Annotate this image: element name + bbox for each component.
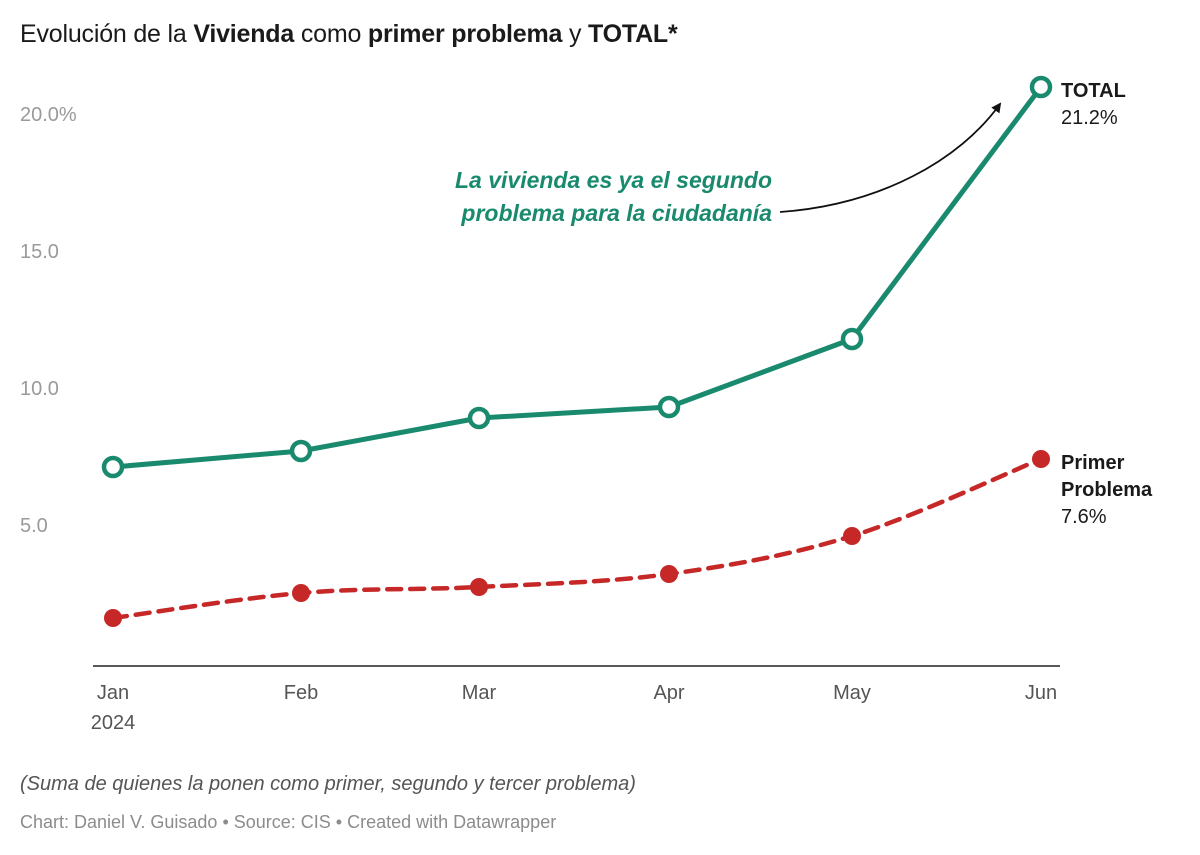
x-tick-label: Jan: [97, 682, 129, 704]
end-label-total: TOTAL: [1061, 80, 1126, 102]
annotation: La vivienda es ya el segundo problema pa…: [455, 102, 1002, 226]
point-total-may: [840, 327, 864, 351]
y-tick-label: 15.0: [20, 241, 59, 263]
end-label-primer: Primer: [1061, 452, 1125, 474]
title-part: Evolución de la: [20, 20, 194, 48]
end-value-primer: 7.6%: [1061, 506, 1107, 528]
footnote: (Suma de quienes la ponen como primer, s…: [20, 773, 636, 795]
x-tick-label: Jun: [1025, 682, 1057, 704]
line-chart: 20.0%15.010.05.0 Jan Feb Mar Apr May Jun2024 …: [20, 75, 1153, 734]
annotation-line-1: La vivienda es ya el segundo: [455, 167, 772, 193]
point-primer-jun: [1032, 450, 1050, 468]
point-primer-mar: [470, 578, 488, 596]
y-tick-label: 5.0: [20, 515, 48, 537]
series-layer: [101, 75, 1053, 627]
x-tick-label: May: [833, 682, 871, 704]
end-label-primer: Problema: [1061, 479, 1153, 501]
x-tick-label: Apr: [653, 682, 684, 704]
x-tick-label: Feb: [284, 682, 318, 704]
x-tick-label: Mar: [462, 682, 497, 704]
title-bold-primer: primer problema: [367, 20, 563, 48]
point-total-feb: [289, 439, 313, 463]
point-primer-may: [843, 527, 861, 545]
point-total-jun: [1029, 75, 1053, 99]
end-labels: TOTAL 21.2% Primer Problema 7.6%: [1061, 80, 1153, 528]
series-line-primer: [110, 456, 1044, 621]
y-tick-label: 20.0%: [20, 104, 77, 126]
point-total-apr: [657, 395, 681, 419]
title-bold-vivienda: Vivienda: [193, 20, 295, 48]
credits: Chart: Daniel V. Guisado • Source: CIS •…: [20, 812, 557, 832]
point-total-jan: [101, 455, 125, 479]
x-tick-year-label: 2024: [91, 712, 136, 734]
y-axis: 20.0% 15.0 10.0 5.0: [20, 104, 77, 537]
series-line-total: [112, 85, 1043, 470]
annotation-line-2: problema para la ciudadanía: [460, 200, 772, 226]
title-bold-total: TOTAL*: [588, 20, 678, 48]
annotation-arrow: [779, 102, 1002, 213]
x-axis: Jan Feb Mar Apr May Jun 2024: [91, 682, 1057, 734]
point-primer-jan: [104, 609, 122, 627]
title-part: como: [294, 20, 368, 48]
chart-title: Evolución de la Vivienda como primer pro…: [20, 20, 678, 49]
y-tick-label: 10.0: [20, 378, 59, 400]
end-value-total: 21.2%: [1061, 107, 1118, 129]
point-primer-feb: [292, 584, 310, 602]
point-primer-apr: [660, 565, 678, 583]
point-total-mar: [467, 406, 491, 430]
title-part: y: [562, 20, 588, 48]
